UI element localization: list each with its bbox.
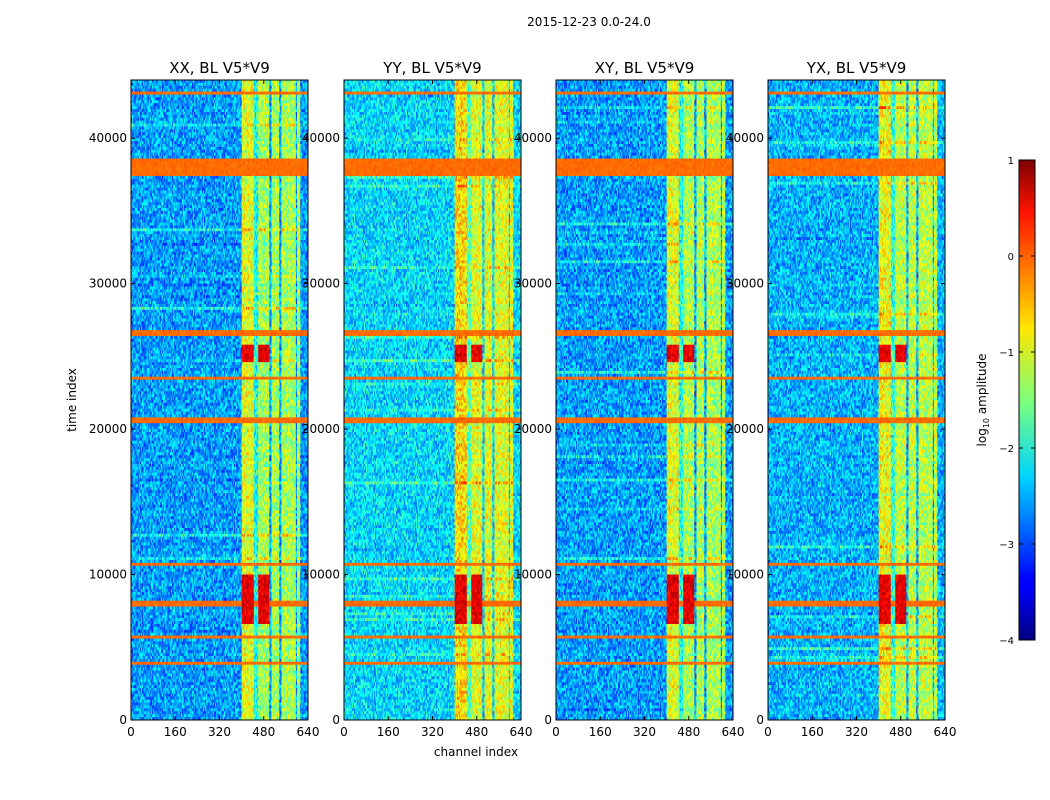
figure-suptitle: 2015-12-23 0.0-24.0 bbox=[527, 15, 651, 29]
figure: 2015-12-23 0.0-24.0 XX, BL V5*V90 160 320 4… bbox=[0, 0, 1050, 800]
heatmap-panel: XX, BL V5*V90 160 320 480 640010000200003000… bbox=[89, 59, 320, 739]
